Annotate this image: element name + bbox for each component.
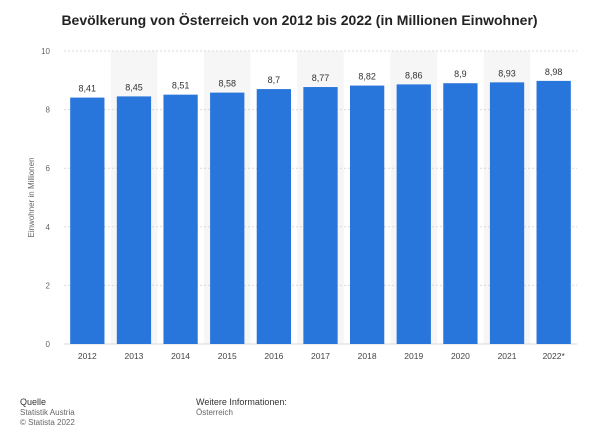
bar-2016[interactable] — [256, 89, 292, 344]
bar-2018[interactable] — [349, 85, 385, 344]
y-tick-label: 8 — [46, 106, 51, 115]
y-axis-ticks: 0 2 4 6 8 10 — [41, 47, 50, 349]
bar-2012[interactable] — [70, 97, 105, 344]
bars — [70, 80, 571, 345]
bar-2020[interactable] — [443, 83, 478, 344]
value-label: 8,86 — [405, 70, 423, 80]
x-tick-label: 2017 — [311, 351, 330, 361]
value-label: 8,82 — [358, 72, 376, 82]
value-label: 8,7 — [268, 75, 281, 85]
source-name: Statistik Austria — [20, 407, 75, 417]
x-tick-label: 2012 — [78, 351, 97, 361]
bar-2017[interactable] — [303, 87, 338, 344]
x-tick-label: 2014 — [171, 351, 190, 361]
x-tick-label: 2022* — [543, 351, 566, 361]
y-tick-label: 6 — [46, 164, 51, 173]
y-tick-label: 4 — [46, 223, 51, 232]
x-tick-label: 2018 — [358, 351, 377, 361]
value-label: 8,93 — [498, 68, 516, 78]
x-tick-label: 2016 — [264, 351, 283, 361]
y-tick-label: 2 — [46, 281, 51, 290]
bar-2021[interactable] — [489, 82, 525, 344]
bar-2015[interactable] — [210, 92, 245, 344]
y-tick-label: 0 — [46, 340, 51, 349]
x-tick-label: 2015 — [218, 351, 237, 361]
source-block: Quelle Statistik Austria © Statista 2022 — [20, 397, 75, 429]
bar-2014[interactable] — [163, 94, 198, 344]
x-axis-ticks: 2012 2013 2014 2015 2016 2017 2018 2019 2020 2021… — [78, 351, 566, 361]
value-label: 8,51 — [172, 81, 190, 91]
value-label: 8,41 — [79, 84, 97, 94]
value-label: 8,98 — [545, 67, 563, 77]
copyright: © Statista 2022 — [20, 418, 75, 427]
value-label: 8,77 — [312, 73, 330, 83]
value-labels: 8,41 8,45 8,51 8,58 8,7 8,77 8,82 8,86 8,9 8,93 8,… — [79, 67, 563, 94]
value-label: 8,45 — [125, 82, 143, 92]
source-heading: Quelle — [20, 397, 47, 407]
x-tick-label: 2020 — [451, 351, 470, 361]
info-region: Österreich — [196, 407, 233, 417]
y-axis-label: Einwohner in Millionen — [27, 157, 36, 237]
bar-2022*[interactable] — [536, 80, 571, 345]
x-tick-label: 2019 — [404, 351, 423, 361]
value-label: 8,58 — [218, 79, 236, 89]
info-heading: Weitere Informationen: — [196, 397, 287, 407]
x-tick-label: 2013 — [124, 351, 143, 361]
value-label: 8,9 — [454, 69, 467, 79]
y-tick-label: 10 — [41, 47, 50, 56]
bar-2019[interactable] — [396, 84, 431, 344]
chart-title: Bevölkerung von Österreich von 2012 bis … — [61, 12, 538, 28]
info-block: Weitere Informationen: Österreich — [196, 397, 287, 418]
bar-2013[interactable] — [116, 96, 152, 344]
x-tick-label: 2021 — [498, 351, 517, 361]
